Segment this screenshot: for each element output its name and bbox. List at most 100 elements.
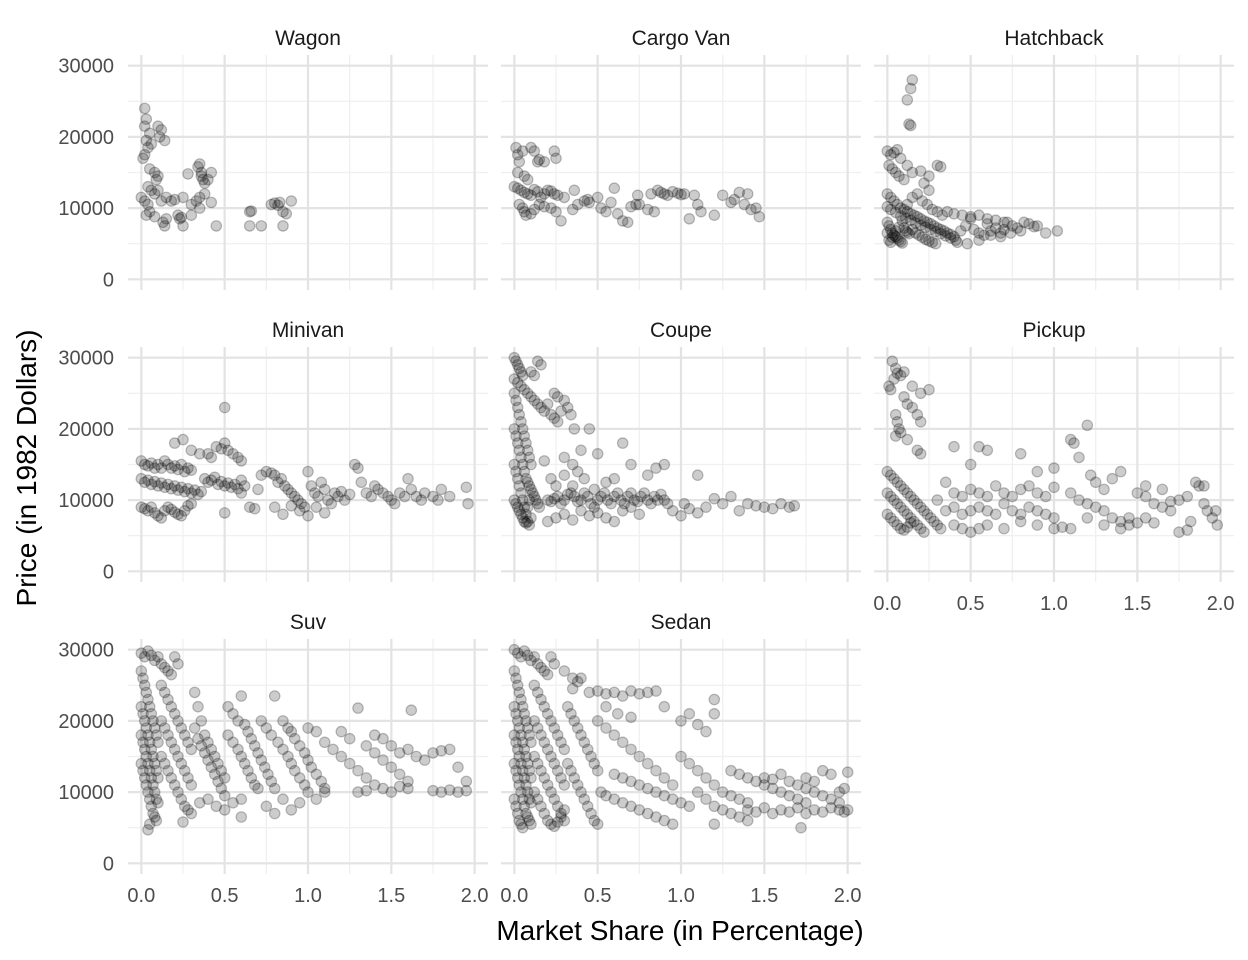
data-point — [302, 754, 314, 766]
data-point — [1114, 465, 1127, 478]
data-point — [343, 488, 356, 501]
data-point — [921, 198, 934, 211]
data-point — [555, 736, 567, 749]
data-point — [398, 490, 411, 503]
data-point — [641, 469, 654, 481]
data-point — [800, 782, 812, 795]
data-point — [948, 230, 960, 243]
data-point — [691, 198, 704, 211]
data-point — [888, 472, 900, 485]
data-point — [525, 772, 537, 784]
data-point — [142, 460, 154, 472]
data-point — [800, 772, 812, 784]
data-point — [518, 772, 531, 784]
data-point — [160, 213, 173, 225]
data-point — [750, 775, 762, 788]
data-point — [635, 490, 647, 503]
data-point — [168, 460, 181, 472]
data-point — [533, 198, 546, 211]
data-point — [650, 462, 662, 474]
data-point — [1173, 526, 1185, 538]
data-point — [605, 497, 617, 510]
data-point — [944, 228, 957, 241]
data-point — [968, 223, 980, 236]
data-point — [515, 818, 527, 830]
data-point — [360, 784, 373, 797]
data-point — [525, 458, 537, 471]
data-point — [285, 725, 298, 738]
data-point — [998, 223, 1010, 236]
data-point — [518, 430, 531, 442]
data-point — [578, 487, 591, 499]
data-point — [600, 789, 612, 802]
data-point — [198, 472, 211, 485]
data-point — [288, 732, 301, 745]
data-point — [741, 188, 754, 200]
data-point — [293, 739, 306, 752]
data-point — [343, 757, 356, 770]
data-point — [833, 786, 846, 798]
data-point — [310, 768, 323, 781]
data-point — [205, 761, 218, 773]
data-point — [227, 447, 239, 460]
data-point — [511, 501, 524, 513]
data-point — [800, 807, 812, 820]
data-point — [528, 369, 541, 382]
y-tick-label: 20000 — [58, 419, 114, 441]
data-point — [508, 793, 521, 805]
data-point — [535, 800, 547, 813]
data-point — [232, 482, 244, 495]
data-point — [172, 750, 184, 763]
data-point — [521, 188, 534, 200]
data-point — [511, 148, 524, 161]
data-point — [585, 497, 597, 510]
data-point — [510, 707, 522, 720]
data-point — [733, 768, 746, 781]
data-point — [508, 665, 521, 677]
data-point — [172, 209, 184, 221]
data-point — [138, 120, 151, 132]
data-point — [172, 508, 184, 521]
data-point — [148, 722, 161, 734]
data-point — [528, 394, 541, 407]
data-point — [260, 722, 273, 734]
data-point — [923, 184, 935, 197]
data-point — [1164, 495, 1177, 508]
data-point — [666, 779, 679, 791]
data-point — [243, 205, 256, 218]
data-point — [1181, 490, 1194, 503]
data-point — [658, 494, 671, 506]
data-point — [551, 816, 564, 828]
data-point — [515, 786, 527, 798]
data-point — [260, 465, 273, 478]
data-point — [716, 497, 729, 510]
data-point — [513, 156, 526, 168]
data-point — [616, 437, 629, 449]
data-point — [152, 184, 164, 197]
data-point — [901, 521, 914, 533]
data-point — [1031, 465, 1044, 478]
data-point — [558, 508, 571, 521]
data-point — [531, 355, 544, 367]
data-point — [901, 508, 914, 521]
data-point — [162, 729, 174, 741]
data-point — [1018, 216, 1030, 229]
data-point — [800, 796, 812, 809]
data-point — [516, 793, 529, 805]
data-point — [195, 170, 208, 182]
data-point — [758, 501, 771, 513]
data-point — [1031, 519, 1044, 531]
data-point — [1048, 481, 1060, 494]
data-point — [738, 198, 751, 211]
data-point — [708, 707, 721, 720]
data-point — [894, 426, 907, 439]
data-point — [578, 793, 591, 805]
facet-panel: Hatchback — [874, 27, 1234, 290]
data-point — [518, 515, 531, 528]
data-point — [708, 693, 721, 706]
data-point — [513, 362, 526, 375]
data-point — [625, 800, 637, 813]
data-point — [510, 497, 522, 510]
data-point — [510, 141, 522, 154]
data-point — [638, 487, 651, 499]
